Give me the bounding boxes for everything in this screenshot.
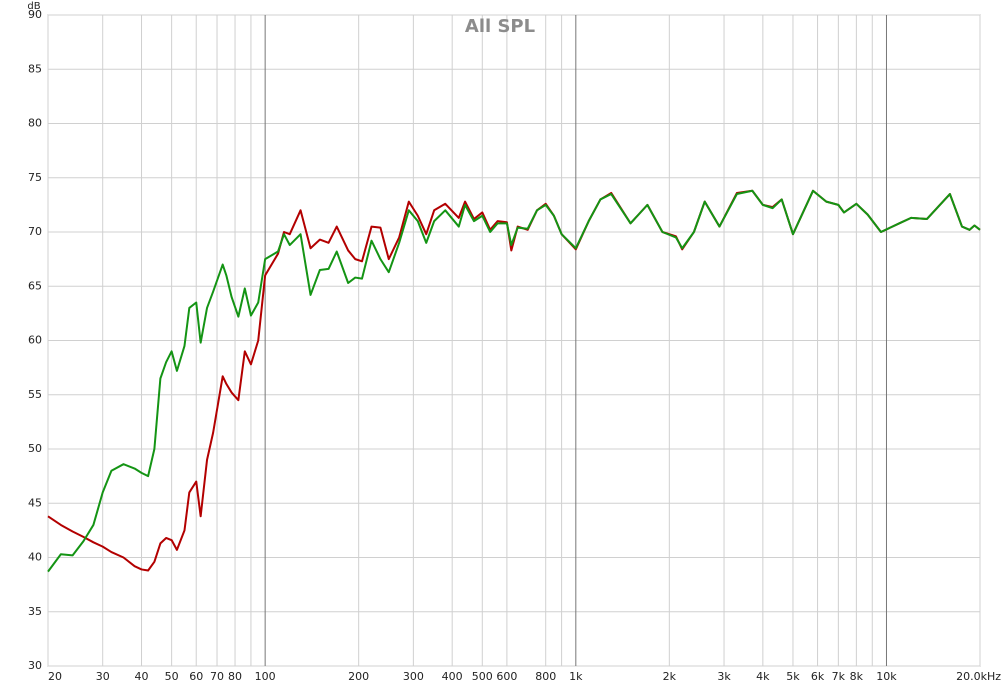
x-tick-label: 3k xyxy=(717,670,731,683)
x-tick-label: 400 xyxy=(442,670,463,683)
lines xyxy=(47,189,981,573)
x-tick-label: 7k xyxy=(832,670,846,683)
x-tick-label: 800 xyxy=(535,670,556,683)
y-tick-label: 75 xyxy=(28,171,42,184)
y-tick-label: 80 xyxy=(28,117,42,130)
x-tick-label: 20 xyxy=(48,670,62,683)
y-tick-label: 60 xyxy=(28,334,42,347)
x-tick-label: 30 xyxy=(96,670,110,683)
y-tick-label: 70 xyxy=(28,225,42,238)
chart-title: All SPL xyxy=(465,16,535,37)
x-tick-label: 1k xyxy=(569,670,583,683)
y-tick-label: 35 xyxy=(28,605,42,618)
grid xyxy=(47,14,981,667)
x-tick-label: 80 xyxy=(228,670,242,683)
x-tick-label: 200 xyxy=(348,670,369,683)
x-tick-label: 6k xyxy=(811,670,825,683)
x-tick-label: 4k xyxy=(756,670,770,683)
x-tick-label: 10k xyxy=(876,670,897,683)
y-tick-label: 65 xyxy=(28,279,42,292)
y-tick-label: 30 xyxy=(28,659,42,672)
y-tick-label: 55 xyxy=(28,388,42,401)
x-tick-label: 70 xyxy=(210,670,224,683)
x-tick-label: 20.0kHz xyxy=(956,670,1001,683)
x-tick-label: 40 xyxy=(135,670,149,683)
y-tick-label: 40 xyxy=(28,551,42,564)
y-tick-label: 50 xyxy=(28,442,42,455)
y-tick-label: 45 xyxy=(28,496,42,509)
x-tick-label: 8k xyxy=(850,670,864,683)
y-axis-label: dB xyxy=(27,1,40,12)
x-tick-label: 600 xyxy=(496,670,517,683)
series-line xyxy=(47,189,981,573)
y-tick-label: 90 xyxy=(28,8,42,21)
x-tick-label: 60 xyxy=(189,670,203,683)
x-tick-label: 100 xyxy=(255,670,276,683)
x-tick-label: 300 xyxy=(403,670,424,683)
x-tick-label: 5k xyxy=(786,670,800,683)
x-tick-label: 50 xyxy=(165,670,179,683)
y-tick-label: 85 xyxy=(28,62,42,75)
x-tick-label: 500 xyxy=(472,670,493,683)
x-tick-label: 2k xyxy=(663,670,677,683)
